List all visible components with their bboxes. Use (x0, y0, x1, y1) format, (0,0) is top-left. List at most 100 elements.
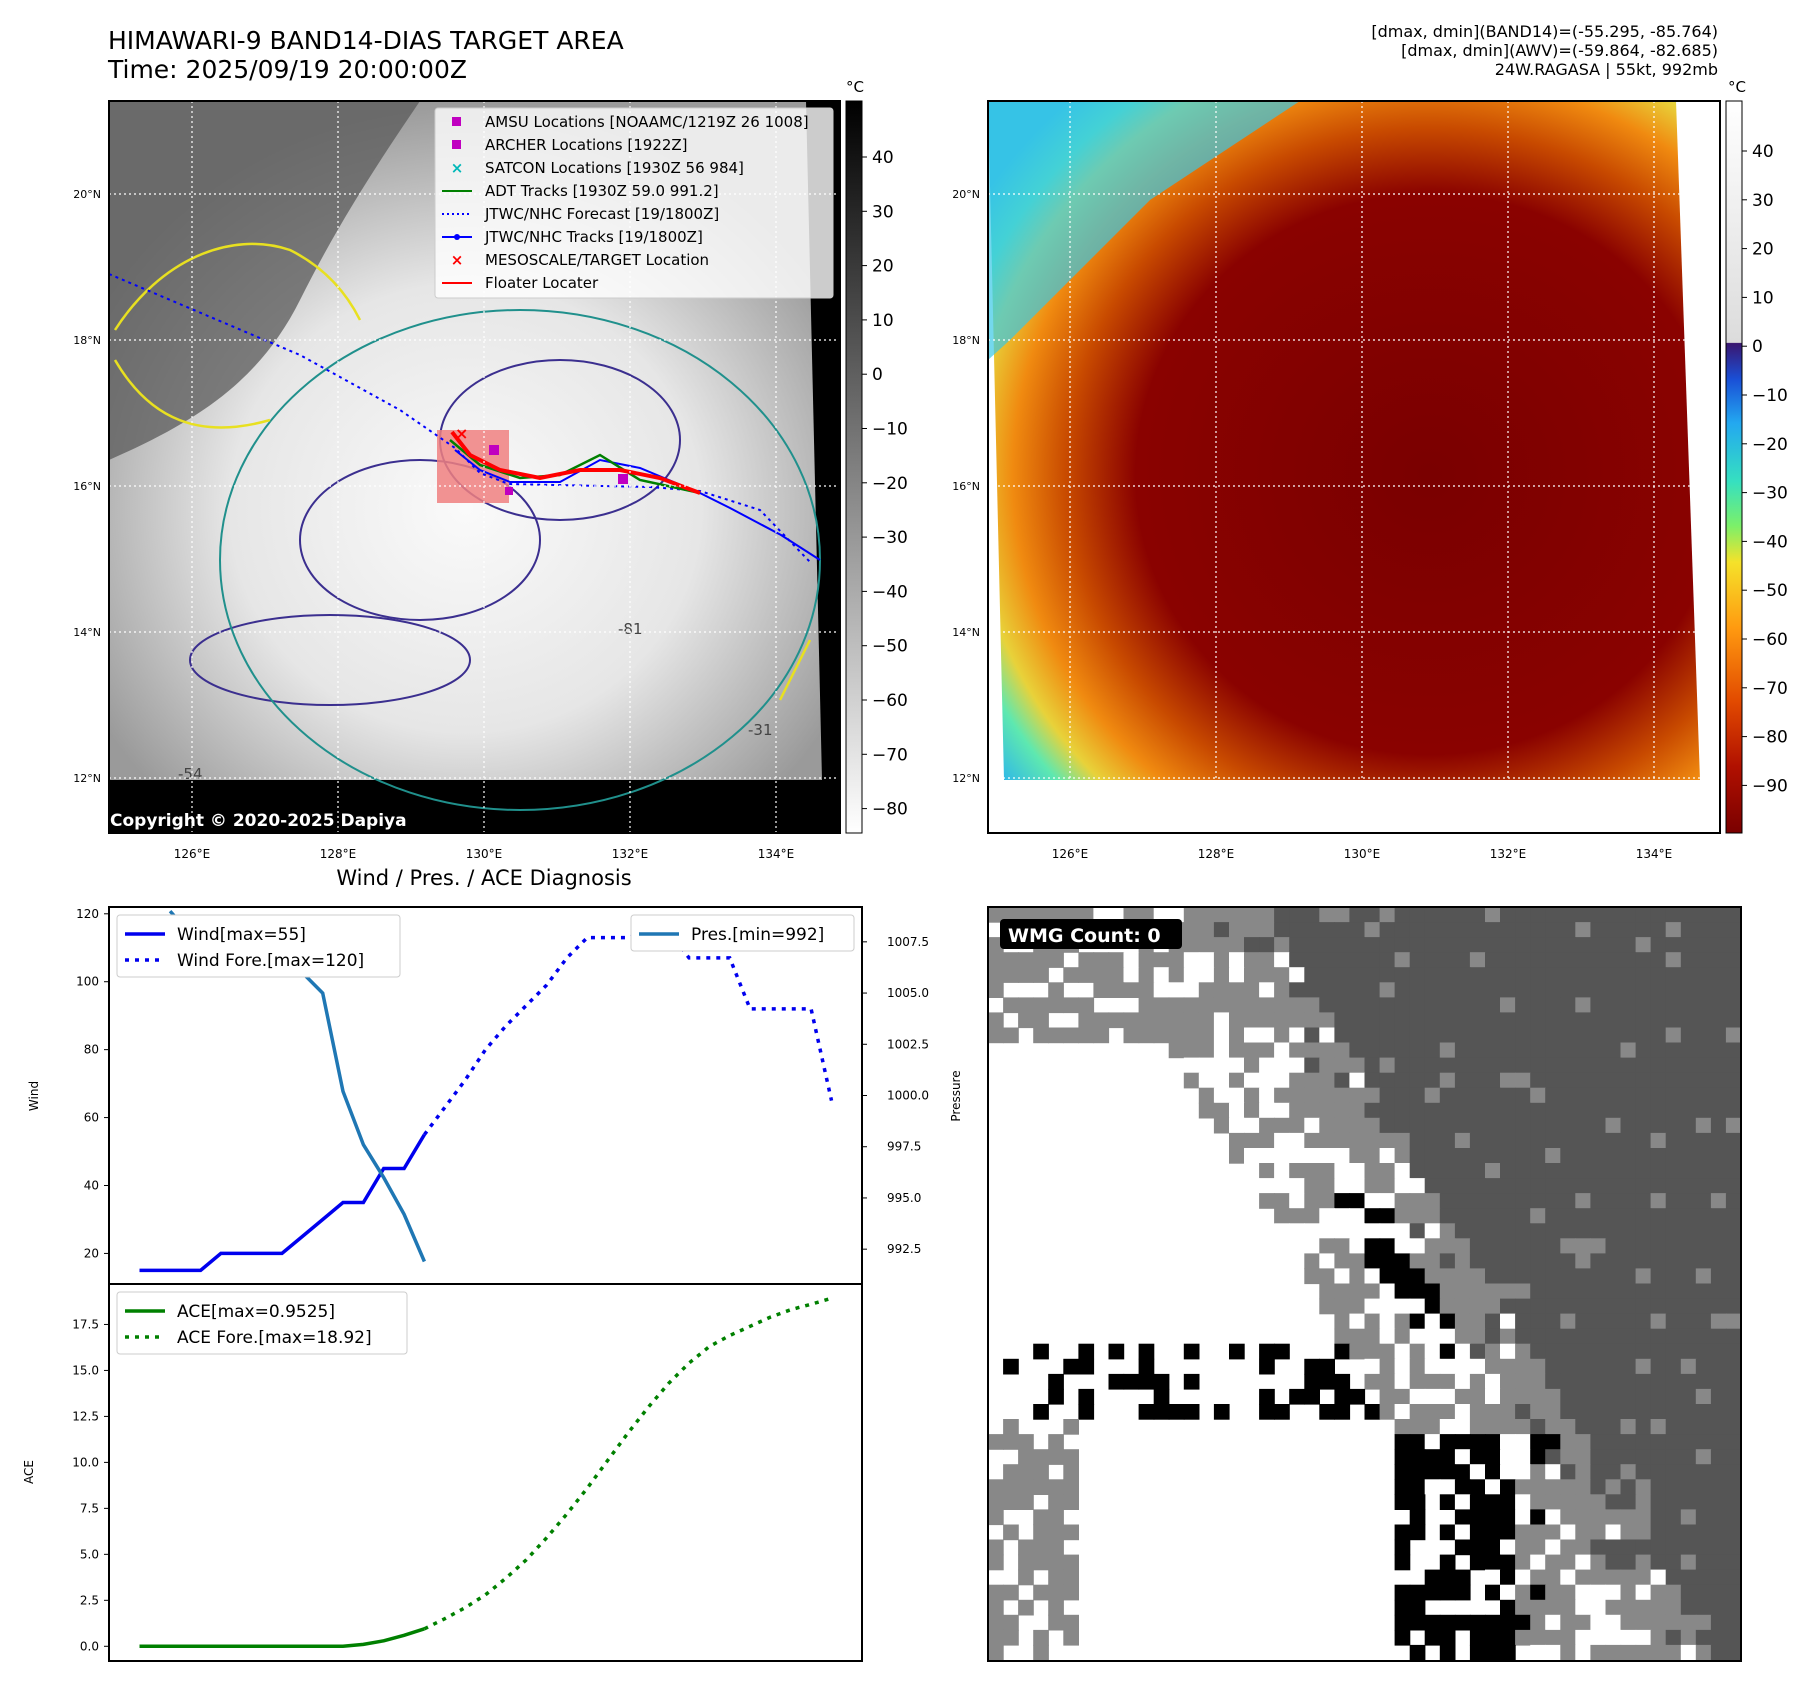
wmg-pixel (1545, 1253, 1561, 1270)
wmg-pixel (1560, 1012, 1576, 1029)
wmg-pixel (1439, 1087, 1456, 1104)
wmg-pixel (1454, 1208, 1471, 1224)
wmg-pixel (1530, 1012, 1546, 1029)
wmg-pixel (1168, 907, 1185, 923)
wmg-pixel (1424, 1193, 1441, 1209)
wmg-pixel (1274, 922, 1290, 938)
wmg-pixel (1515, 967, 1531, 983)
wmg-pixel (1454, 1253, 1471, 1270)
wmg-pixel (1590, 1148, 1607, 1164)
wmg-pixel (1485, 1388, 1501, 1405)
wmg-pixel (1545, 1057, 1561, 1074)
wmg-pixel (1063, 1554, 1079, 1571)
wmg-pixel (1545, 1629, 1561, 1646)
wmg-pixel (1560, 1479, 1576, 1495)
wmg-pixel (1710, 1373, 1727, 1390)
wmg-pixel (1394, 1554, 1411, 1571)
wmg-pixel (1725, 922, 1742, 938)
wmg-pixel (1500, 1087, 1516, 1104)
wmg-pixel (1349, 1223, 1366, 1239)
wmg-pixel (1500, 952, 1516, 968)
wmg-pixel (1454, 1569, 1471, 1586)
wmg-pixel (1319, 1238, 1335, 1254)
wmg-pixel (1500, 1027, 1516, 1044)
wmg-pixel (1454, 907, 1471, 923)
wmg-pixel (1213, 1117, 1230, 1134)
wmg-pixel (1138, 1027, 1155, 1044)
wmg-pixel (1349, 1253, 1366, 1270)
wmg-pixel (1500, 1373, 1516, 1390)
wmg-pixel (1635, 1208, 1652, 1224)
wmg-pixel (1469, 922, 1486, 938)
wmg-pixel (1650, 1419, 1667, 1435)
wmg-pixel (1334, 1343, 1351, 1360)
wmg-pixel (1590, 997, 1607, 1014)
wmg-pixel (1725, 1148, 1742, 1164)
wmg-pixel (1213, 907, 1230, 923)
wmg-pixel (1605, 1388, 1622, 1405)
wmg-pixel (1530, 1524, 1546, 1541)
wmg-pixel (1485, 1042, 1501, 1059)
wmg-pixel (1635, 1509, 1652, 1526)
wmg-pixel (1590, 1193, 1607, 1209)
wmg-pixel (1545, 1644, 1561, 1661)
wmg-pixel (1033, 1404, 1049, 1420)
wmg-pixel (1620, 1193, 1637, 1209)
wmg-pixel (1560, 1283, 1576, 1300)
wmg-pixel (1485, 1373, 1501, 1390)
wmg-pixel (1620, 937, 1637, 953)
wmg-pixel (1590, 1644, 1607, 1661)
wmg-pixel (1620, 1072, 1637, 1089)
wmg-pixel (1018, 997, 1034, 1014)
wmg-pixel (1198, 1072, 1215, 1089)
wmg-pixel (1454, 1584, 1471, 1601)
wmg-pixel (1439, 1434, 1456, 1450)
legend-label: MESOSCALE/TARGET Location (485, 251, 709, 269)
wmg-pixel (1575, 982, 1591, 998)
wmg-pixel (1695, 1193, 1712, 1209)
wmg-pixel (1048, 1524, 1064, 1541)
chart-legend-label: ACE[max=0.9525] (177, 1302, 335, 1322)
wmg-pixel (1575, 1494, 1591, 1510)
wmg-pixel (1289, 1087, 1305, 1104)
wmg-pixel (1485, 1178, 1501, 1194)
wmg-pixel (1454, 1132, 1471, 1149)
wmg-pixel (1515, 997, 1531, 1014)
wmg-pixel (1304, 1148, 1320, 1164)
wmg-pixel (1304, 1072, 1320, 1089)
y2-tick-label: 1000.0 (887, 1089, 929, 1103)
wmg-pixel (1454, 967, 1471, 983)
wmg-pixel (1334, 1148, 1351, 1164)
amsu-marker (618, 474, 628, 484)
wmg-pixel (1725, 1494, 1742, 1510)
wmg-pixel (1695, 1117, 1712, 1134)
wmg-pixel (1274, 1148, 1290, 1164)
wmg-pixel (1319, 1012, 1335, 1029)
wmg-pixel (988, 1027, 1004, 1044)
wmg-pixel (1424, 1464, 1441, 1480)
wmg-pixel (1665, 1494, 1682, 1510)
wmg-pixel (1304, 1373, 1320, 1390)
wmg-pixel (1439, 1373, 1456, 1390)
wmg-pixel (1650, 1479, 1667, 1495)
wmg-pixel (1500, 1569, 1516, 1586)
wmg-pixel (1409, 1404, 1426, 1420)
wmg-pixel (1289, 982, 1305, 998)
wmg-pixel (1575, 1614, 1591, 1631)
wmg-pixel (1665, 1554, 1682, 1571)
wmg-pixel (1635, 1057, 1652, 1074)
wmg-pixel (1680, 1509, 1697, 1526)
wmg-pixel (1500, 1193, 1516, 1209)
wmg-pixel (1680, 1178, 1697, 1194)
wmg-pixel (1078, 1404, 1095, 1420)
wmg-pixel (1409, 1268, 1426, 1285)
wmg-pixel (1605, 1223, 1622, 1239)
wmg-pixel (1394, 1298, 1411, 1315)
wmg-pixel (1635, 1539, 1652, 1556)
wmg-pixel (1590, 1283, 1607, 1300)
wmg-pixel (1454, 1358, 1471, 1375)
wmg-pixel (1650, 1268, 1667, 1285)
wmg-pixel (1454, 937, 1471, 953)
wmg-pixel (1349, 1388, 1366, 1405)
wmg-pixel (1650, 997, 1667, 1014)
